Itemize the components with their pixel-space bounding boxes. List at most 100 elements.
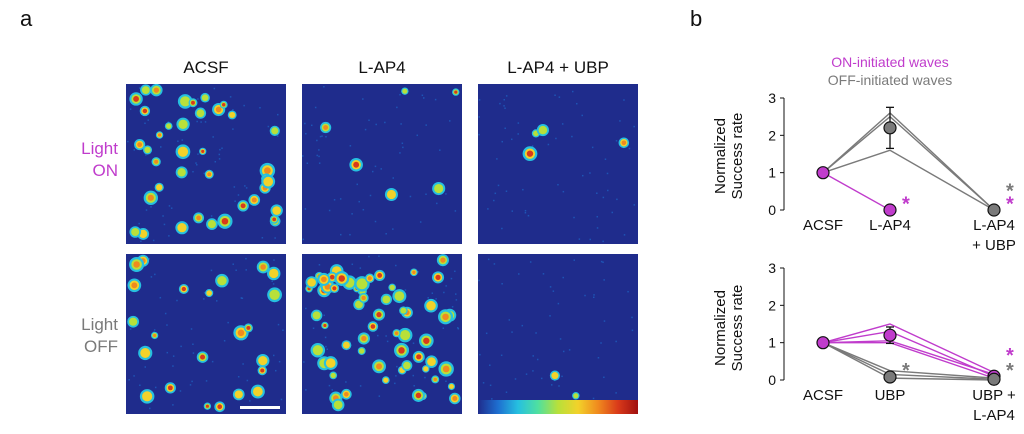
chart-bottom-mean-marker [883, 328, 897, 342]
noise-speckle [396, 106, 398, 109]
cell-blob [321, 321, 329, 330]
panel-letter-a: a [20, 6, 33, 31]
noise-speckle [443, 291, 445, 294]
chart-top-ytick-label: 3 [768, 90, 776, 106]
noise-speckle [172, 404, 174, 406]
cell-blob [175, 221, 189, 235]
noise-speckle [505, 95, 508, 97]
noise-speckle [557, 183, 559, 186]
cell-blob [164, 382, 176, 394]
noise-speckle [434, 98, 437, 101]
row-label-light-off: Light OFF [58, 314, 118, 358]
noise-speckle [616, 198, 618, 201]
cell-blob [217, 213, 233, 229]
noise-speckle [245, 269, 247, 271]
cell-blob [384, 187, 398, 201]
noise-speckle [323, 314, 325, 317]
noise-speckle [504, 107, 506, 109]
noise-speckle [562, 190, 565, 193]
cell-blob [143, 190, 159, 205]
cell-blob [424, 298, 438, 313]
noise-speckle [603, 320, 606, 322]
noise-speckle [394, 382, 396, 385]
noise-speckle [272, 354, 275, 357]
noise-speckle [280, 398, 283, 401]
cell-blob [329, 283, 340, 294]
noise-speckle [623, 99, 625, 101]
noise-speckle [278, 360, 281, 363]
noise-speckle [358, 200, 360, 203]
noise-speckle [144, 366, 147, 368]
noise-speckle [487, 258, 490, 261]
cell-blob [436, 254, 449, 267]
cell-blob [127, 315, 140, 328]
noise-speckle [591, 146, 594, 149]
noise-speckle [399, 152, 401, 154]
noise-speckle [511, 210, 514, 212]
noise-speckle [162, 215, 164, 217]
noise-speckle [501, 227, 503, 230]
noise-speckle [351, 213, 353, 215]
noise-speckle [368, 255, 370, 258]
noise-speckle [581, 174, 584, 177]
noise-speckle [237, 375, 240, 378]
cell-blob [372, 359, 386, 374]
cell-blob [431, 271, 445, 284]
noise-speckle [213, 87, 216, 90]
cell-blob [188, 98, 198, 108]
noise-speckle [505, 190, 508, 192]
noise-speckle [596, 227, 599, 229]
noise-speckle [232, 108, 234, 111]
cell-blob [267, 266, 281, 281]
noise-speckle [427, 297, 429, 299]
noise-speckle [310, 124, 313, 127]
noise-speckle [572, 90, 574, 93]
noise-speckle [504, 127, 506, 130]
noise-speckle [339, 233, 342, 236]
chart-bottom-mean-marker [883, 370, 897, 384]
noise-speckle [449, 120, 451, 122]
noise-speckle [215, 300, 218, 302]
noise-speckle [140, 240, 142, 243]
cell-blob [203, 402, 212, 410]
noise-speckle [305, 132, 307, 135]
noise-speckle [333, 199, 336, 201]
cell-blob [175, 166, 188, 179]
noise-speckle [312, 327, 315, 330]
cell-blob [257, 365, 267, 376]
cell-blob [140, 84, 152, 96]
noise-speckle [593, 296, 595, 299]
noise-speckle [218, 153, 221, 156]
cell-blob [397, 327, 413, 343]
noise-speckle [425, 193, 427, 196]
noise-speckle [525, 373, 528, 375]
noise-speckle [631, 316, 633, 319]
noise-speckle [592, 397, 595, 400]
noise-speckle [602, 196, 605, 199]
noise-speckle [321, 135, 323, 137]
cell-blob [215, 273, 229, 288]
noise-speckle [404, 289, 407, 291]
noise-speckle [558, 385, 560, 387]
noise-speckle [494, 192, 497, 195]
noise-speckle [478, 116, 480, 118]
noise-speckle [179, 390, 182, 392]
noise-speckle [318, 155, 320, 158]
noise-speckle [152, 239, 155, 242]
noise-speckle [531, 145, 534, 147]
noise-speckle [493, 199, 495, 202]
cell-blob [323, 356, 338, 370]
noise-speckle [277, 323, 280, 326]
noise-speckle [421, 94, 424, 97]
noise-speckle [328, 209, 331, 212]
noise-speckle [277, 113, 279, 116]
noise-speckle [328, 384, 331, 387]
legend-off-initiated: OFF-initiated waves [827, 72, 953, 88]
noise-speckle [180, 345, 182, 348]
cell-blob [205, 289, 214, 298]
noise-speckle [600, 260, 603, 263]
cell-blob [176, 117, 190, 131]
noise-speckle [633, 125, 635, 128]
noise-speckle [503, 105, 505, 107]
noise-speckle [395, 264, 397, 267]
